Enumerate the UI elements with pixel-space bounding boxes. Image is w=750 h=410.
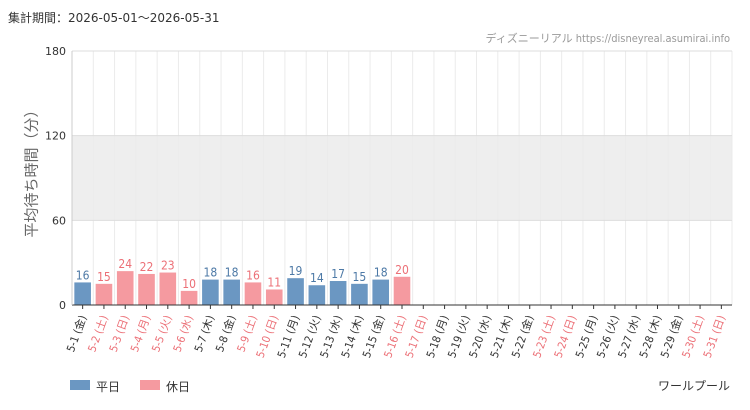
bar: [308, 285, 326, 305]
bar: [74, 282, 91, 305]
data-label: 19: [289, 264, 303, 278]
bar: [265, 289, 283, 305]
grid-band: [72, 135, 732, 221]
data-label: 24: [118, 257, 132, 271]
legend-label-holiday: 休日: [166, 380, 191, 394]
attraction-name: ワールプール: [657, 379, 730, 393]
data-label: 15: [97, 270, 111, 284]
data-label: 10: [182, 277, 196, 291]
y-tick-label: 120: [45, 130, 66, 143]
bar: [180, 290, 198, 305]
bar: [116, 271, 134, 305]
data-label: 20: [395, 263, 409, 277]
data-label: 15: [353, 270, 367, 284]
bar: [287, 278, 304, 305]
bar: [159, 272, 177, 305]
data-label: 22: [140, 260, 154, 274]
y-tick-label: 180: [45, 45, 66, 58]
bar: [329, 281, 347, 305]
label-layer: 16 15 24 22 23 10 18 18 16 11 19 14 17 15 18 20: [76, 257, 409, 291]
bar: [202, 279, 219, 305]
data-label: 18: [204, 266, 218, 280]
y-tick-label: 60: [52, 214, 66, 227]
data-label: 18: [225, 266, 239, 280]
data-label: 16: [246, 268, 260, 282]
data-label: 18: [374, 266, 388, 280]
bar: [138, 273, 155, 305]
data-label: 11: [267, 275, 281, 289]
data-label: 16: [76, 268, 90, 282]
data-label: 23: [161, 259, 175, 273]
bar: [244, 282, 262, 305]
grid-layer: [71, 50, 733, 306]
data-label: 14: [310, 271, 324, 285]
legend-swatch-weekday: [70, 380, 90, 390]
bar: [95, 283, 113, 305]
site-credit: ディズニーリアル https://disneyreal.asumirai.inf…: [485, 32, 730, 45]
data-label: 17: [331, 267, 345, 281]
band-layer: [72, 135, 732, 221]
legend-swatch-holiday: [140, 380, 160, 390]
bar: [223, 279, 240, 305]
period-label: 集計期間：2026-05-01〜2026-05-31: [8, 11, 220, 25]
bar: [351, 283, 368, 305]
bar-layer: [74, 271, 411, 305]
bar: [372, 279, 390, 305]
y-tick-label: 0: [59, 299, 66, 312]
legend-label-weekday: 平日: [96, 380, 121, 394]
bar: [393, 276, 411, 305]
